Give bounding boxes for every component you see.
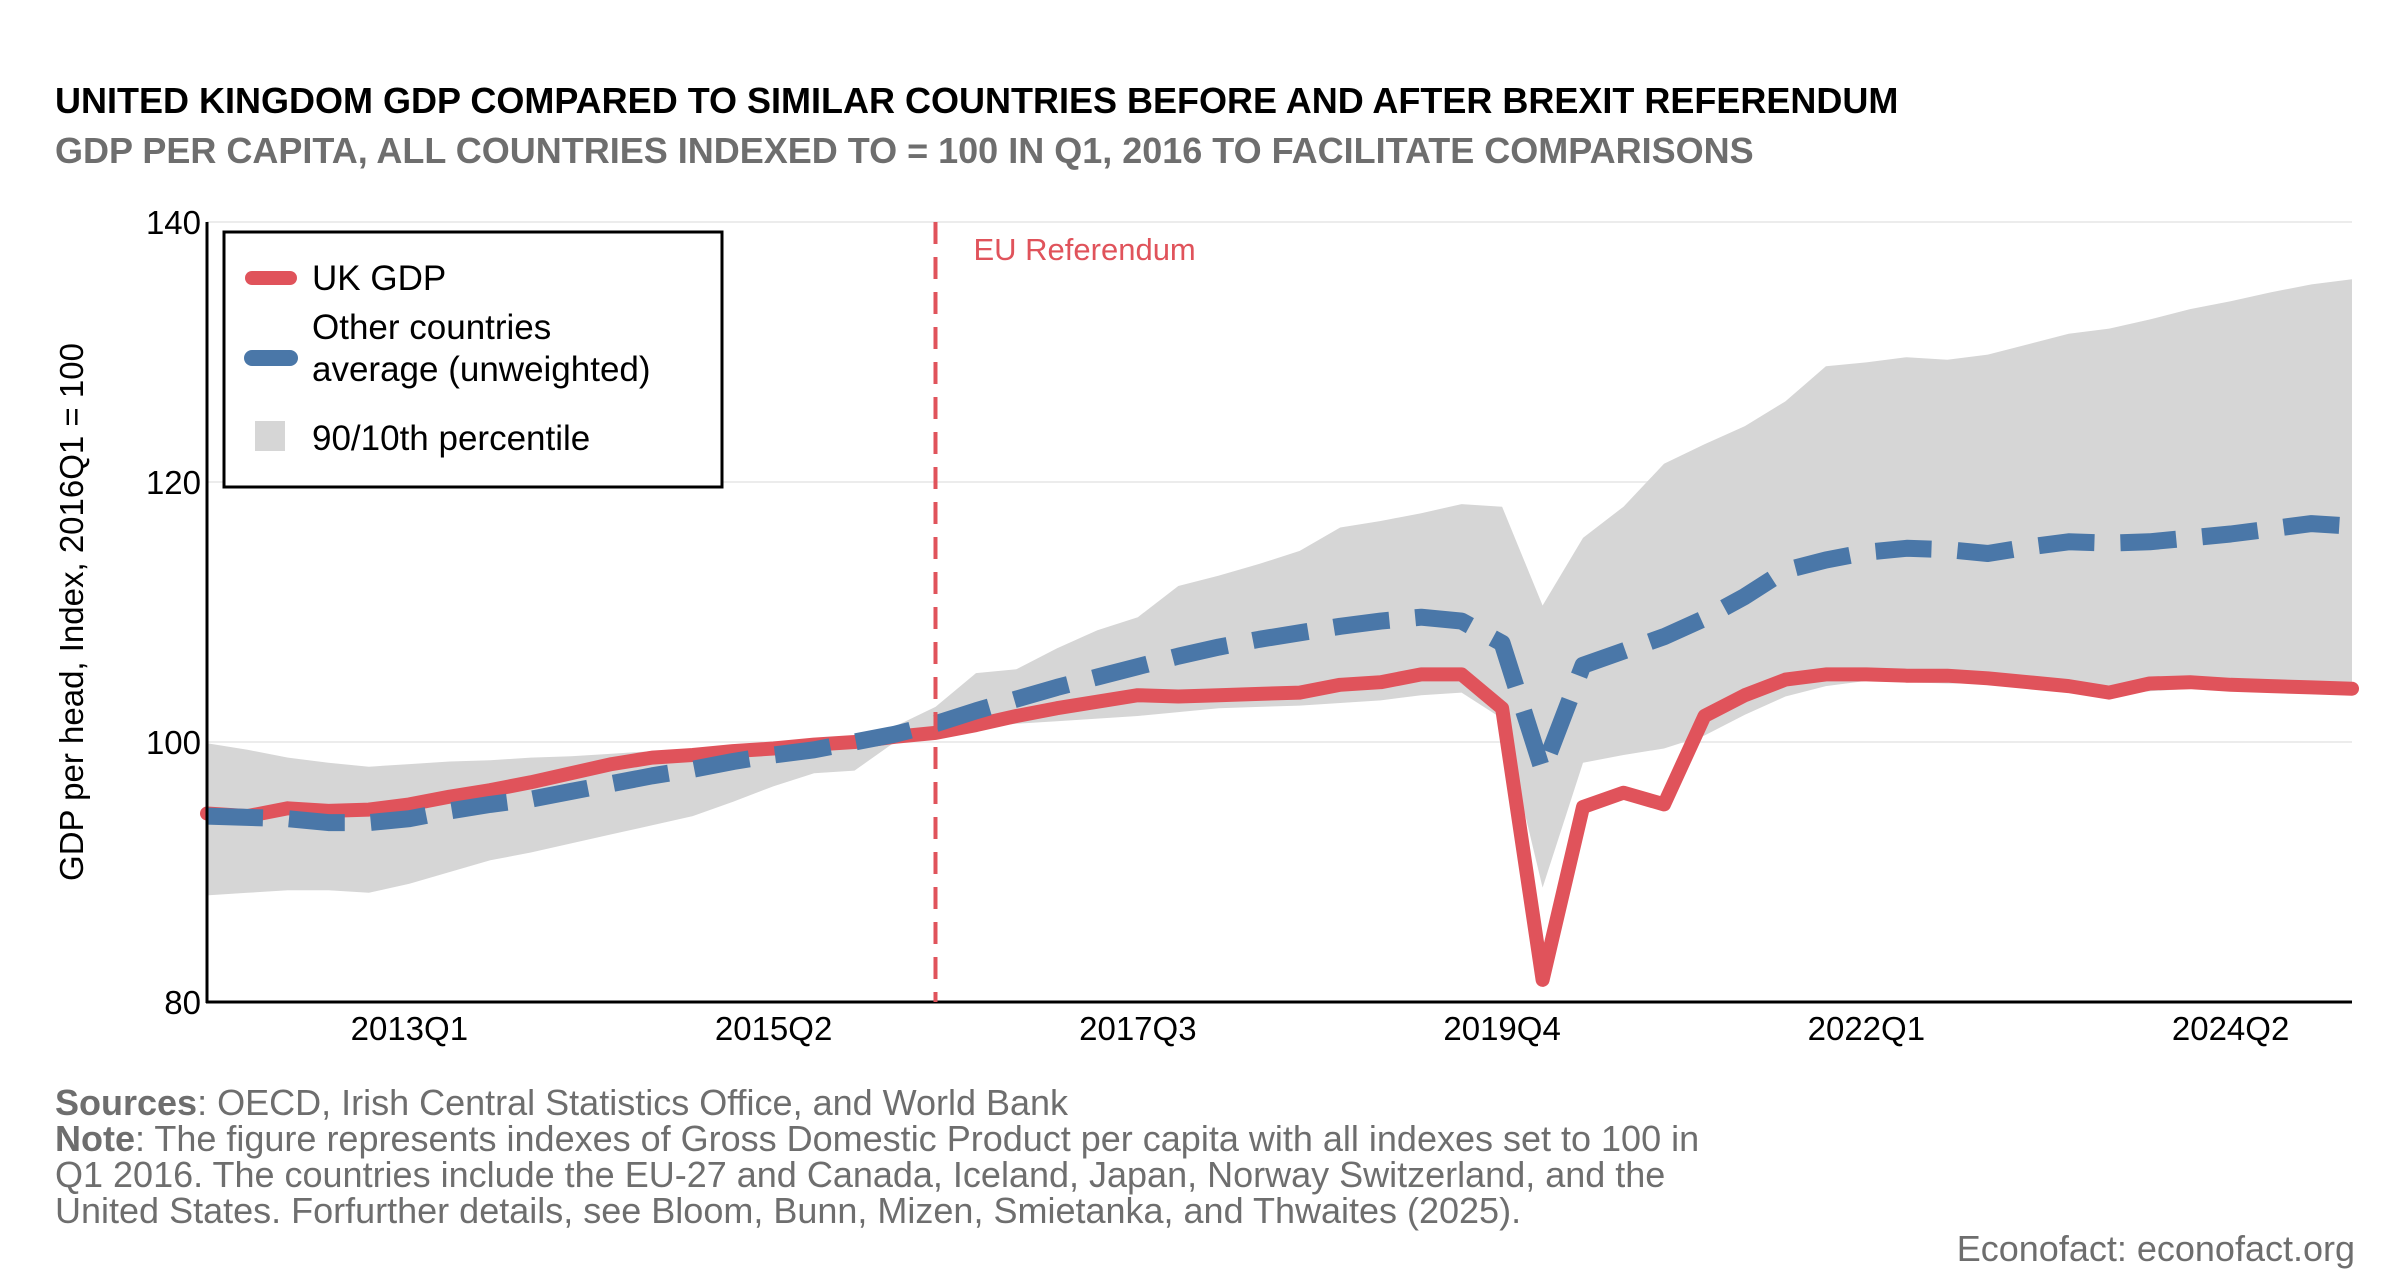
x-tick-label: 2024Q2 bbox=[2172, 1010, 2289, 1047]
legend-swatch-band bbox=[255, 421, 285, 451]
note-text: : The figure represents indexes of Gross… bbox=[55, 1118, 1700, 1231]
series-layer bbox=[200, 515, 2359, 987]
sources-text: : OECD, Irish Central Statistics Office,… bbox=[197, 1082, 1069, 1123]
y-tick-label: 120 bbox=[146, 464, 201, 501]
chart-notes: Sources: OECD, Irish Central Statistics … bbox=[55, 1085, 1755, 1229]
x-tick-label: 2019Q4 bbox=[1443, 1010, 1560, 1047]
note-line: Note: The figure represents indexes of G… bbox=[55, 1121, 1755, 1229]
legend-label-other: Other countries average (unweighted) bbox=[312, 308, 651, 389]
x-tick-label: 2013Q1 bbox=[351, 1010, 468, 1047]
legend-box bbox=[222, 230, 724, 489]
x-tick-label: 2022Q1 bbox=[1808, 1010, 1925, 1047]
legend-label-uk: UK GDP bbox=[312, 259, 446, 298]
x-tick-label: 2017Q3 bbox=[1079, 1010, 1196, 1047]
legend: UK GDP Other countries average (unweighted… bbox=[222, 230, 724, 489]
percentile-band-layer bbox=[207, 279, 2352, 896]
other-countries-line bbox=[206, 515, 2353, 832]
source-credit: Econofact: econofact.org bbox=[1956, 1228, 2355, 1269]
legend-label-band: 90/10th percentile bbox=[312, 419, 590, 458]
sources-line: Sources: OECD, Irish Central Statistics … bbox=[55, 1085, 1755, 1121]
chart-title: UNITED KINGDOM GDP COMPARED TO SIMILAR C… bbox=[55, 80, 1899, 121]
percentile-band bbox=[207, 279, 2352, 896]
note-label: Note bbox=[55, 1118, 135, 1159]
y-tick-label: 80 bbox=[164, 984, 201, 1021]
legend-label-other-line1: Other countries bbox=[312, 308, 551, 347]
annotation-layer: EU Referendum bbox=[933, 222, 1196, 1002]
y-tick-label: 140 bbox=[146, 204, 201, 241]
y-tick-label: 100 bbox=[146, 724, 201, 761]
legend-label-other-line2: average (unweighted) bbox=[312, 350, 651, 389]
sources-label: Sources bbox=[55, 1082, 198, 1123]
y-axis-label: GDP per head, Index, 2016Q1 = 100 bbox=[53, 343, 90, 881]
x-tick-label: 2015Q2 bbox=[715, 1010, 832, 1047]
uk-gdp-line bbox=[200, 667, 2359, 987]
axis-layer: 80 100 120 140 2013Q1 2015Q2 2017Q3 2019Q4 2022Q… bbox=[53, 204, 2352, 1047]
referendum-label: EU Referendum bbox=[973, 232, 1195, 267]
chart-subtitle: GDP PER CAPITA, ALL COUNTRIES INDEXED TO… bbox=[55, 130, 1754, 171]
